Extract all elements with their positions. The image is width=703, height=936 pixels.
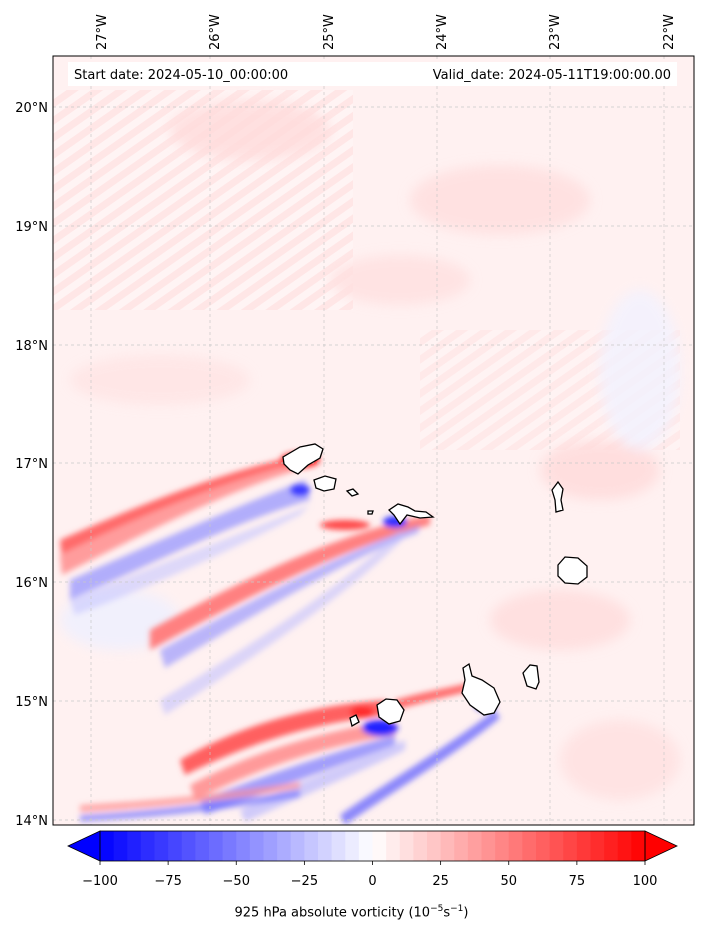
colorbar-segment	[168, 831, 183, 861]
colorbar-label-exp2: −1	[450, 904, 464, 914]
colorbar-segment	[549, 831, 564, 861]
colorbar-tick-label: −50	[223, 874, 250, 889]
colorbar-segment	[454, 831, 469, 861]
lat-label: 14°N	[15, 814, 48, 829]
island-brava	[349, 714, 360, 727]
colorbar-tick-label: 50	[500, 874, 517, 889]
colorbar-segment	[263, 831, 278, 861]
colorbar-label-text: 925 hPa absolute vorticity (10	[234, 905, 431, 921]
colorbar-min-extend	[67, 830, 101, 862]
colorbar-tick-label: 0	[368, 874, 376, 889]
colorbar-segment	[236, 831, 251, 861]
colorbar-segment	[318, 831, 333, 861]
lon-label: 23°W	[548, 14, 563, 50]
map-plot-area	[53, 56, 694, 825]
lat-label: 17°N	[15, 457, 48, 472]
colorbar-tick-label: −75	[154, 874, 181, 889]
colorbar-segment	[481, 831, 496, 861]
colorbar-segment	[386, 831, 401, 861]
lon-label: 22°W	[662, 14, 677, 50]
colorbar-segment	[277, 831, 292, 861]
lon-label: 26°W	[208, 14, 223, 50]
colorbar-segment	[427, 831, 442, 861]
colorbar-segment	[304, 831, 319, 861]
colorbar-segment	[358, 831, 373, 861]
plot-frame	[52, 55, 695, 826]
colorbar-tick-label: 25	[432, 874, 449, 889]
colorbar-tick-label: 75	[569, 874, 586, 889]
colorbar-label-exp1: −5	[430, 904, 444, 914]
longitude-labels: 27°W 26°W 25°W 24°W 23°W 22°W	[95, 14, 677, 50]
colorbar-segment	[536, 831, 551, 861]
colorbar-segment	[140, 831, 155, 861]
colorbar-segment	[249, 831, 264, 861]
colorbar-segment	[617, 831, 632, 861]
lon-label: 27°W	[95, 14, 110, 50]
colorbar-segments	[100, 831, 646, 861]
colorbar-label: 925 hPa absolute vorticity (10−5s−1)	[0, 904, 703, 920]
colorbar-segment	[331, 831, 346, 861]
lat-label: 20°N	[15, 101, 48, 116]
colorbar-segment	[154, 831, 169, 861]
colorbar-segment	[576, 831, 591, 861]
lat-label: 15°N	[15, 695, 48, 710]
island-sao-vicente	[313, 475, 337, 492]
colorbar-label-close: )	[463, 905, 469, 921]
lat-label: 18°N	[15, 339, 48, 354]
colorbar-segment	[590, 831, 605, 861]
valid-date-label: Valid_date: 2024-05-11T19:00:00.00	[433, 68, 671, 83]
colorbar-segment	[413, 831, 428, 861]
gridlines	[53, 56, 694, 825]
colorbar-tick-label: 100	[633, 874, 658, 889]
colorbar-tick-label: −100	[82, 874, 118, 889]
colorbar-segment	[127, 831, 142, 861]
island-santa-luzia	[345, 488, 360, 497]
colorbar-segment	[113, 831, 128, 861]
wake-north	[60, 452, 430, 715]
island-santo-antao	[282, 443, 324, 475]
colorbar-segment	[399, 831, 414, 861]
colorbar-segment	[290, 831, 305, 861]
colorbar-tick-label: −25	[291, 874, 318, 889]
island-outlines	[282, 443, 588, 727]
colorbar-segment	[195, 831, 210, 861]
colorbar-segment	[467, 831, 482, 861]
colorbar-segment	[181, 831, 196, 861]
colorbar-max-extend	[644, 830, 678, 862]
colorbar-segment	[508, 831, 523, 861]
colorbar-segment	[495, 831, 510, 861]
colorbar-segment	[440, 831, 455, 861]
island-sal	[551, 480, 564, 513]
island-santiago	[461, 662, 501, 716]
latitude-labels: 20°N 19°N 18°N 17°N 16°N 15°N 14°N	[15, 101, 48, 829]
header-box	[68, 62, 677, 86]
colorbar-segment	[345, 831, 360, 861]
colorbar-segment	[100, 831, 115, 861]
colorbar-segment	[631, 831, 646, 861]
start-date-label: Start date: 2024-05-10_00:00:00	[74, 68, 288, 83]
island-boa-vista	[557, 556, 588, 585]
island-fogo	[376, 698, 405, 725]
island-sao-nicolau	[387, 503, 435, 526]
wake-south	[80, 682, 500, 825]
colorbar-label-mid: s	[443, 905, 451, 921]
colorbar-segment	[209, 831, 224, 861]
island-maio	[522, 664, 540, 690]
colorbar-segment	[372, 831, 387, 861]
lat-label: 16°N	[15, 576, 48, 591]
colorbar-segment	[222, 831, 237, 861]
colorbar-segment	[563, 831, 578, 861]
colorbar: −100 −75 −50 −25 0 25 50 75 100	[67, 830, 678, 889]
colorbar-segment	[522, 831, 537, 861]
island-small-west	[367, 510, 374, 515]
colorbar-ticks: −100 −75 −50 −25 0 25 50 75 100	[82, 861, 657, 889]
lat-label: 19°N	[15, 220, 48, 235]
colorbar-segment	[604, 831, 619, 861]
lon-label: 25°W	[322, 14, 337, 50]
lon-label: 24°W	[435, 14, 450, 50]
